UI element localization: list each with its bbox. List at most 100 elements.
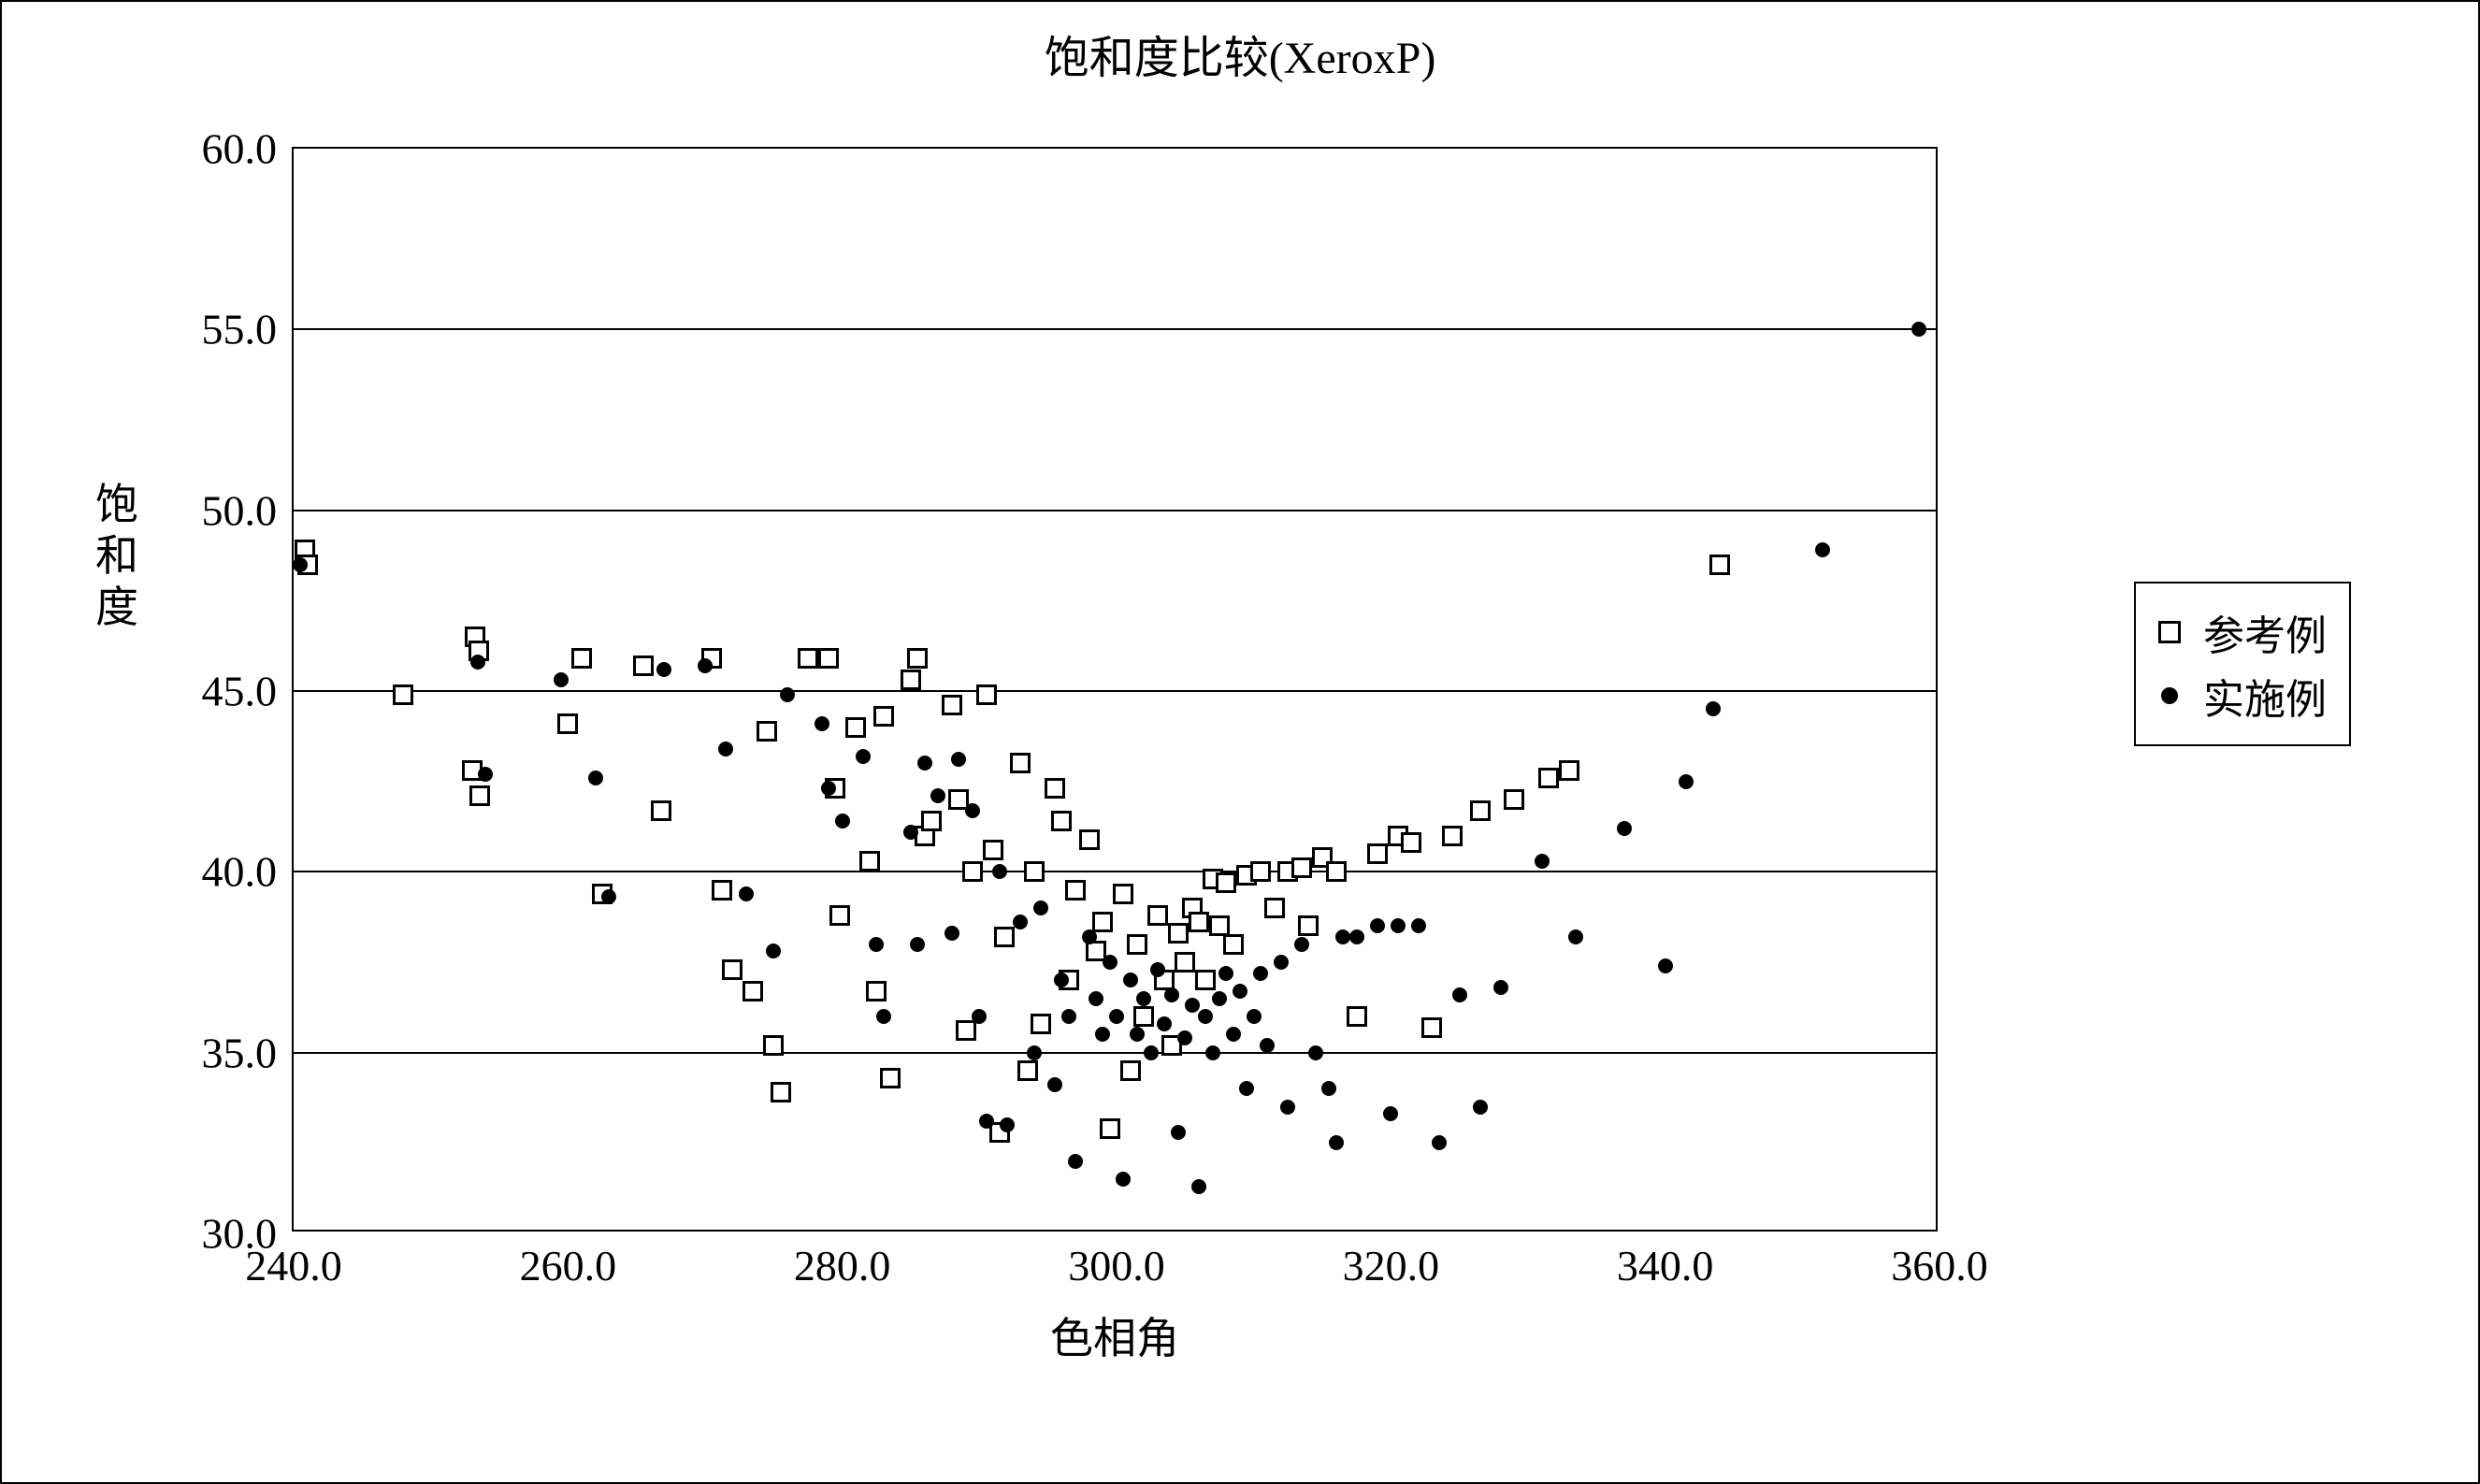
data-point: [1047, 1077, 1062, 1092]
ytick-label: 50.0: [202, 485, 278, 535]
data-point: [956, 1020, 976, 1041]
data-point: [1171, 1125, 1186, 1140]
data-point: [1308, 1045, 1323, 1060]
data-point: [1709, 555, 1730, 575]
data-point: [780, 687, 795, 702]
chart-title: 饱和度比较(XeroxP): [1045, 21, 1436, 86]
data-point: [1679, 774, 1694, 789]
data-point: [469, 785, 490, 806]
data-point: [1247, 1009, 1262, 1024]
gridline-h: [294, 328, 1936, 330]
data-point: [907, 648, 928, 669]
data-point: [1617, 821, 1632, 836]
plot-area: 色相角 30.035.040.045.050.055.060.0240.0260…: [292, 147, 1938, 1232]
data-point: [1195, 970, 1216, 990]
data-point: [766, 944, 781, 958]
data-point: [393, 684, 413, 705]
data-point: [1092, 912, 1113, 932]
data-point: [1054, 973, 1069, 987]
data-point: [1089, 991, 1103, 1006]
chart-frame: 饱和度比较(XeroxP) 色相角 30.035.040.045.050.055…: [0, 0, 2480, 1484]
data-point: [771, 1082, 791, 1102]
data-point: [1144, 1045, 1159, 1060]
data-point: [1391, 918, 1406, 933]
xtick-label: 300.0: [1068, 1241, 1165, 1290]
data-point: [1321, 1081, 1336, 1096]
data-point: [1191, 1179, 1206, 1194]
data-point: [818, 648, 839, 669]
data-point: [1147, 905, 1168, 926]
data-point: [1504, 789, 1524, 810]
data-point: [965, 803, 980, 818]
data-point: [1538, 768, 1559, 788]
xtick-label: 360.0: [1891, 1241, 1988, 1290]
data-point: [1658, 958, 1673, 973]
data-point: [1061, 1009, 1076, 1024]
data-point: [1218, 966, 1233, 981]
gridline-h: [294, 510, 1936, 511]
xtick-label: 260.0: [520, 1241, 617, 1290]
data-point: [1226, 1027, 1241, 1042]
xtick-label: 280.0: [794, 1241, 891, 1290]
data-point: [942, 695, 962, 715]
data-point: [1223, 934, 1244, 955]
data-point: [1113, 884, 1133, 904]
data-point: [1911, 322, 1926, 337]
data-point: [994, 927, 1015, 947]
data-point: [1535, 854, 1550, 869]
legend-item: 参考例: [2158, 602, 2327, 662]
data-point: [835, 814, 850, 828]
data-point: [1250, 861, 1271, 882]
x-axis-label: 色相角: [1050, 1304, 1179, 1366]
ytick-label: 40.0: [202, 847, 278, 897]
data-point: [722, 959, 743, 980]
legend-item: 实施例: [2158, 666, 2327, 726]
data-point: [1349, 929, 1364, 944]
data-point: [1079, 829, 1100, 850]
data-point: [1239, 1081, 1254, 1096]
data-point: [856, 749, 871, 764]
data-point: [962, 861, 983, 882]
data-point: [1177, 1030, 1192, 1045]
data-point: [763, 1035, 784, 1056]
data-point: [1100, 1118, 1120, 1139]
data-point: [1065, 880, 1086, 900]
dot-marker-icon: [2161, 687, 2178, 704]
data-point: [1027, 1045, 1042, 1060]
data-point: [992, 864, 1007, 879]
data-point: [876, 1009, 891, 1024]
data-point: [1280, 1100, 1295, 1115]
data-point: [972, 1009, 987, 1024]
data-point: [1045, 778, 1065, 799]
data-point: [821, 781, 836, 796]
data-point: [1264, 898, 1285, 918]
data-point: [1175, 952, 1195, 973]
data-point: [1347, 1006, 1367, 1027]
data-point: [757, 721, 777, 742]
data-point: [1291, 857, 1312, 878]
data-point: [815, 716, 829, 731]
data-point: [1185, 998, 1200, 1013]
data-point: [1294, 937, 1309, 952]
gridline-h: [294, 690, 1936, 692]
data-point: [903, 825, 918, 840]
square-marker-icon: [2158, 621, 2181, 643]
data-point: [1031, 1014, 1051, 1034]
data-point: [1013, 915, 1028, 929]
data-point: [571, 648, 592, 669]
data-point: [873, 706, 894, 727]
data-point: [1216, 872, 1236, 893]
data-point: [859, 851, 880, 872]
data-point: [866, 981, 887, 1001]
data-point: [1493, 980, 1508, 995]
data-point: [1198, 1009, 1213, 1024]
data-point: [1109, 1009, 1124, 1024]
legend: 参考例实施例: [2134, 582, 2351, 746]
data-point: [1205, 1045, 1220, 1060]
data-point: [1123, 973, 1138, 987]
y-axis-label: 饱和度: [95, 479, 138, 634]
data-point: [1401, 832, 1421, 853]
data-point: [1136, 991, 1151, 1006]
data-point: [1559, 760, 1579, 781]
data-point: [698, 658, 713, 673]
